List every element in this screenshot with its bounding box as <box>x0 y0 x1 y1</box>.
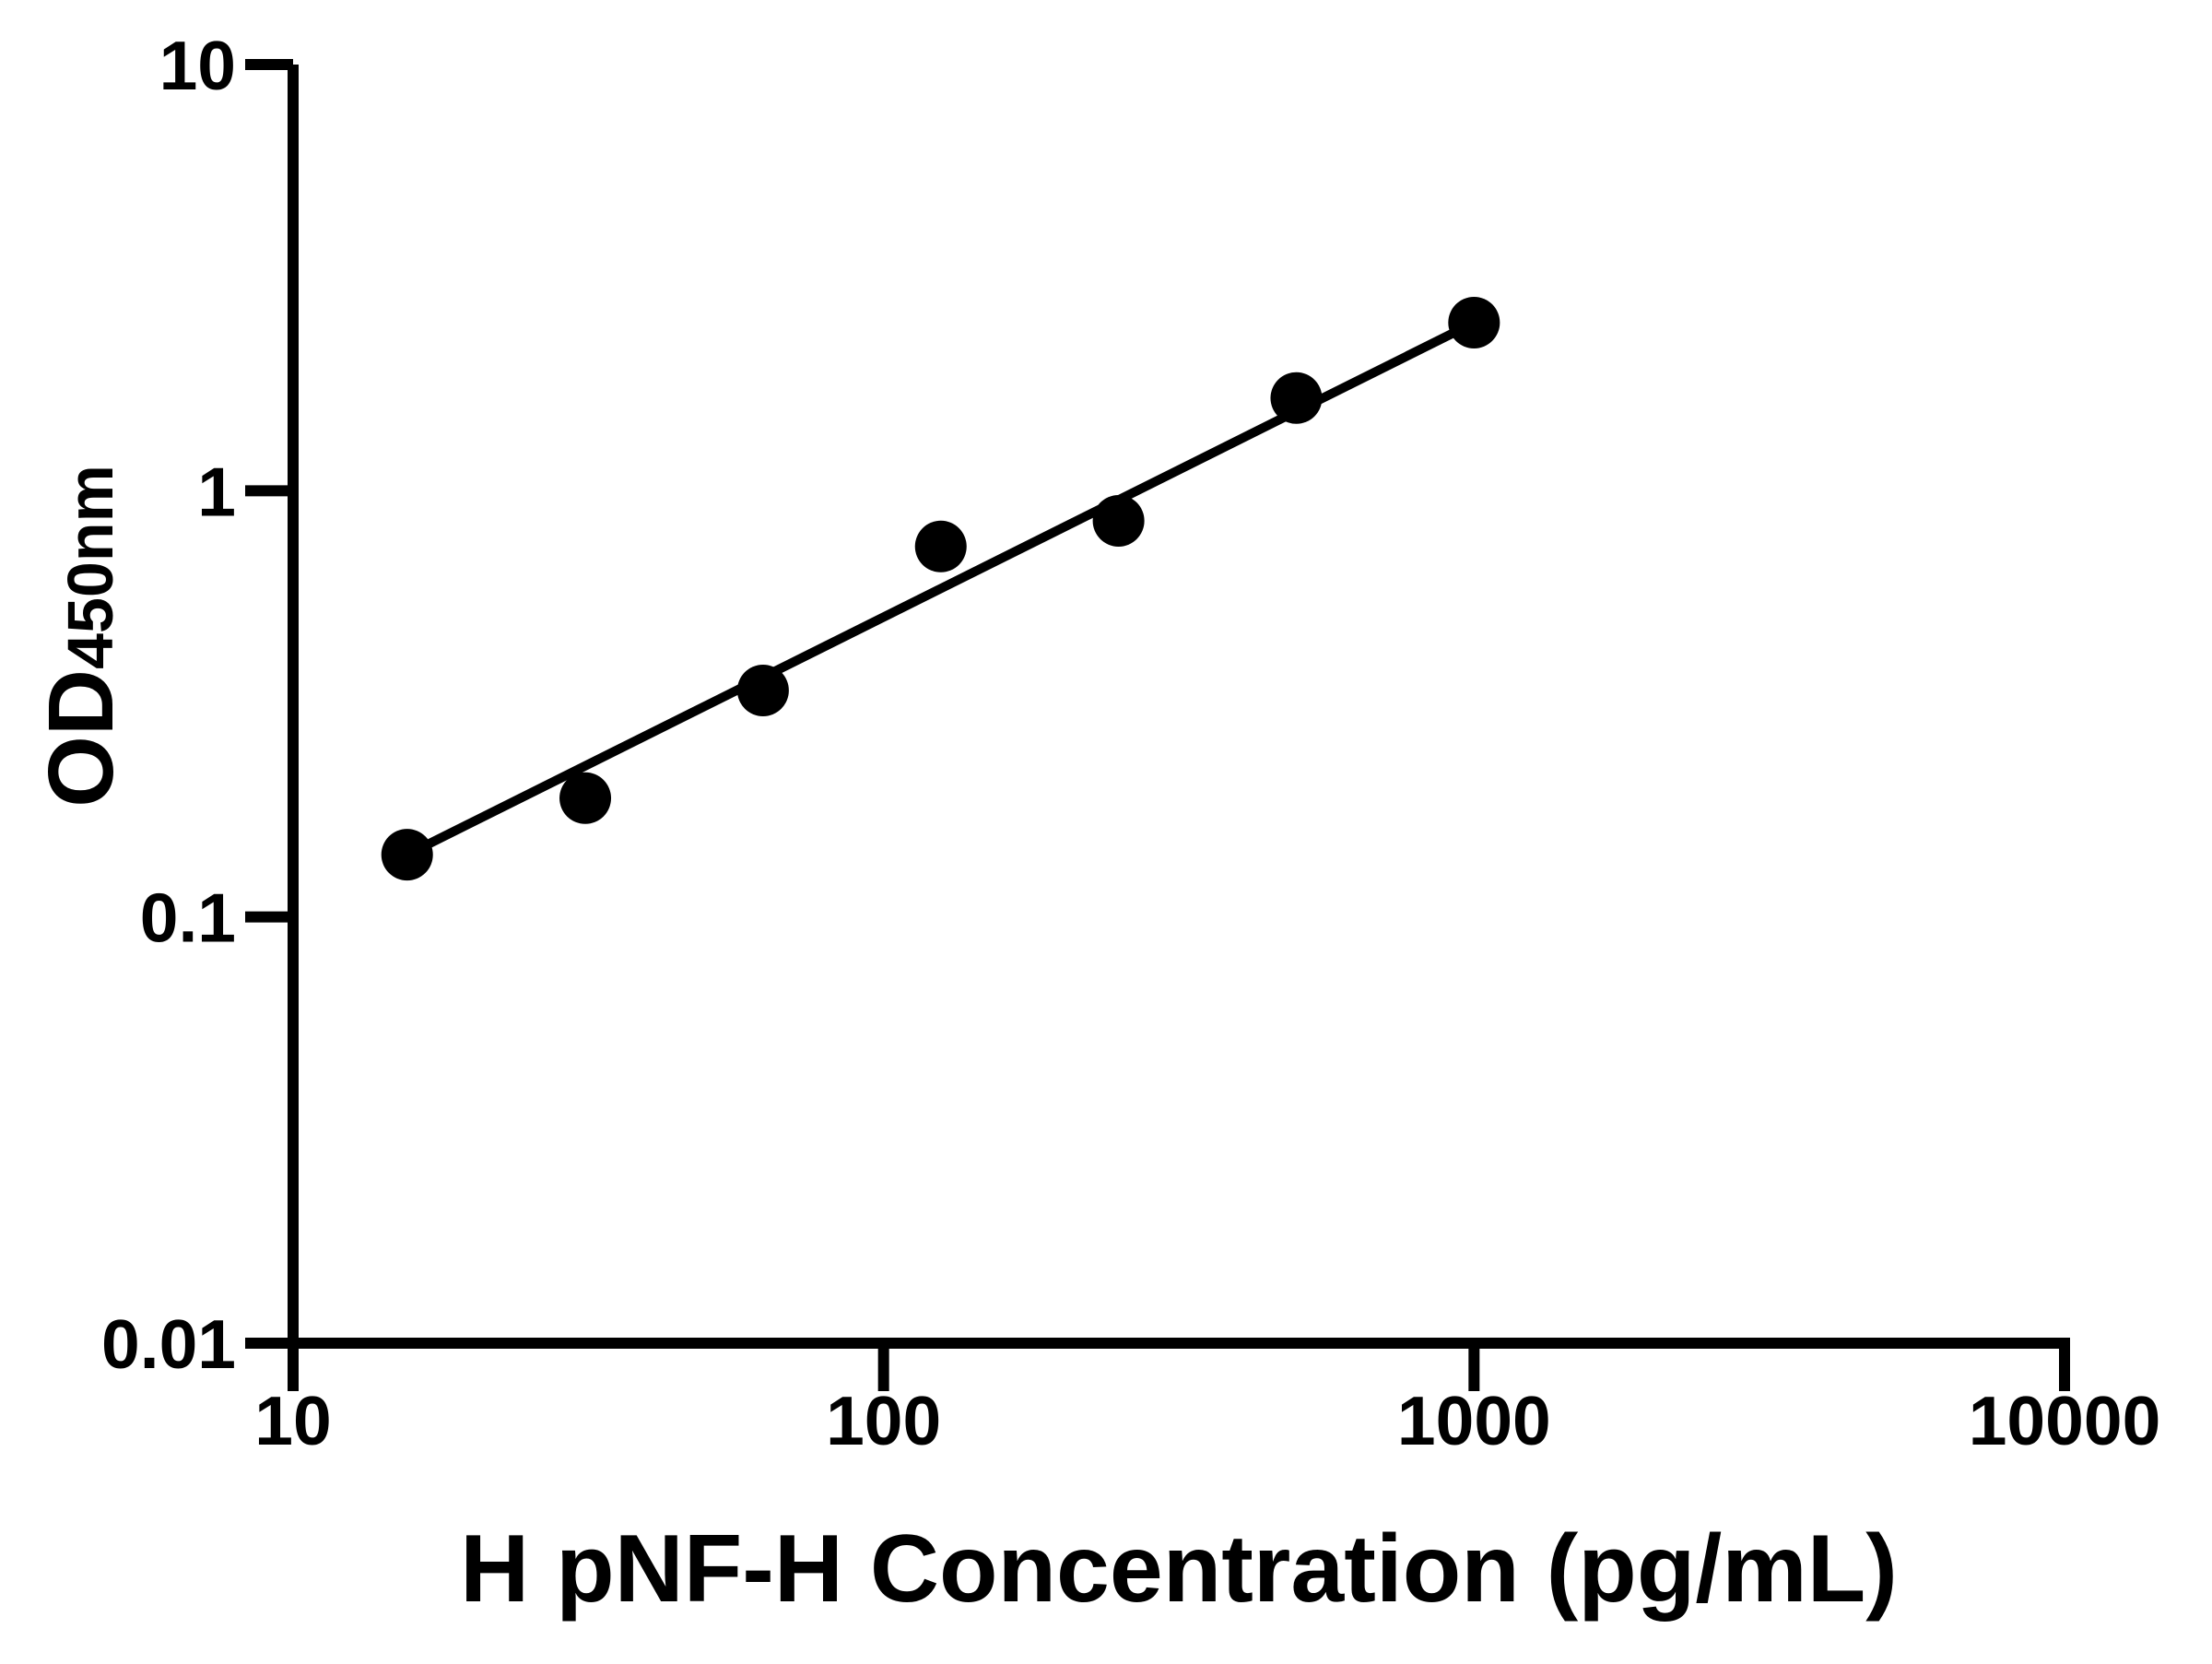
y-tick-label: 0.01 <box>101 1305 236 1383</box>
x-tick-label: 100 <box>826 1382 941 1459</box>
data-point <box>914 520 967 572</box>
x-axis-title: H pNF-H Concentration (pg/mL) <box>460 1516 1898 1623</box>
y-axis-title: OD450nm <box>29 465 133 808</box>
y-axis-title-main: OD <box>29 669 133 808</box>
y-tick-label: 10 <box>159 27 236 104</box>
data-point <box>559 772 612 824</box>
y-tick-label: 0.1 <box>140 879 236 957</box>
data-point <box>1448 296 1500 348</box>
data-point <box>381 829 433 881</box>
y-axis-title-sub: 450nm <box>54 465 126 669</box>
x-tick-label: 1000 <box>1397 1382 1551 1459</box>
x-tick-label: 10000 <box>1969 1382 2161 1459</box>
data-point <box>736 664 789 716</box>
ticks-group <box>245 59 2070 1391</box>
axes-group <box>288 65 2070 1349</box>
tick-labels-group: 10 100 1000 10000 0.01 0.1 1 10 <box>101 27 2160 1459</box>
data-point <box>1270 372 1323 424</box>
data-points-group <box>381 296 1500 881</box>
x-tick-label: 10 <box>254 1382 331 1459</box>
data-point <box>1092 494 1145 547</box>
y-tick-label: 1 <box>197 453 236 530</box>
